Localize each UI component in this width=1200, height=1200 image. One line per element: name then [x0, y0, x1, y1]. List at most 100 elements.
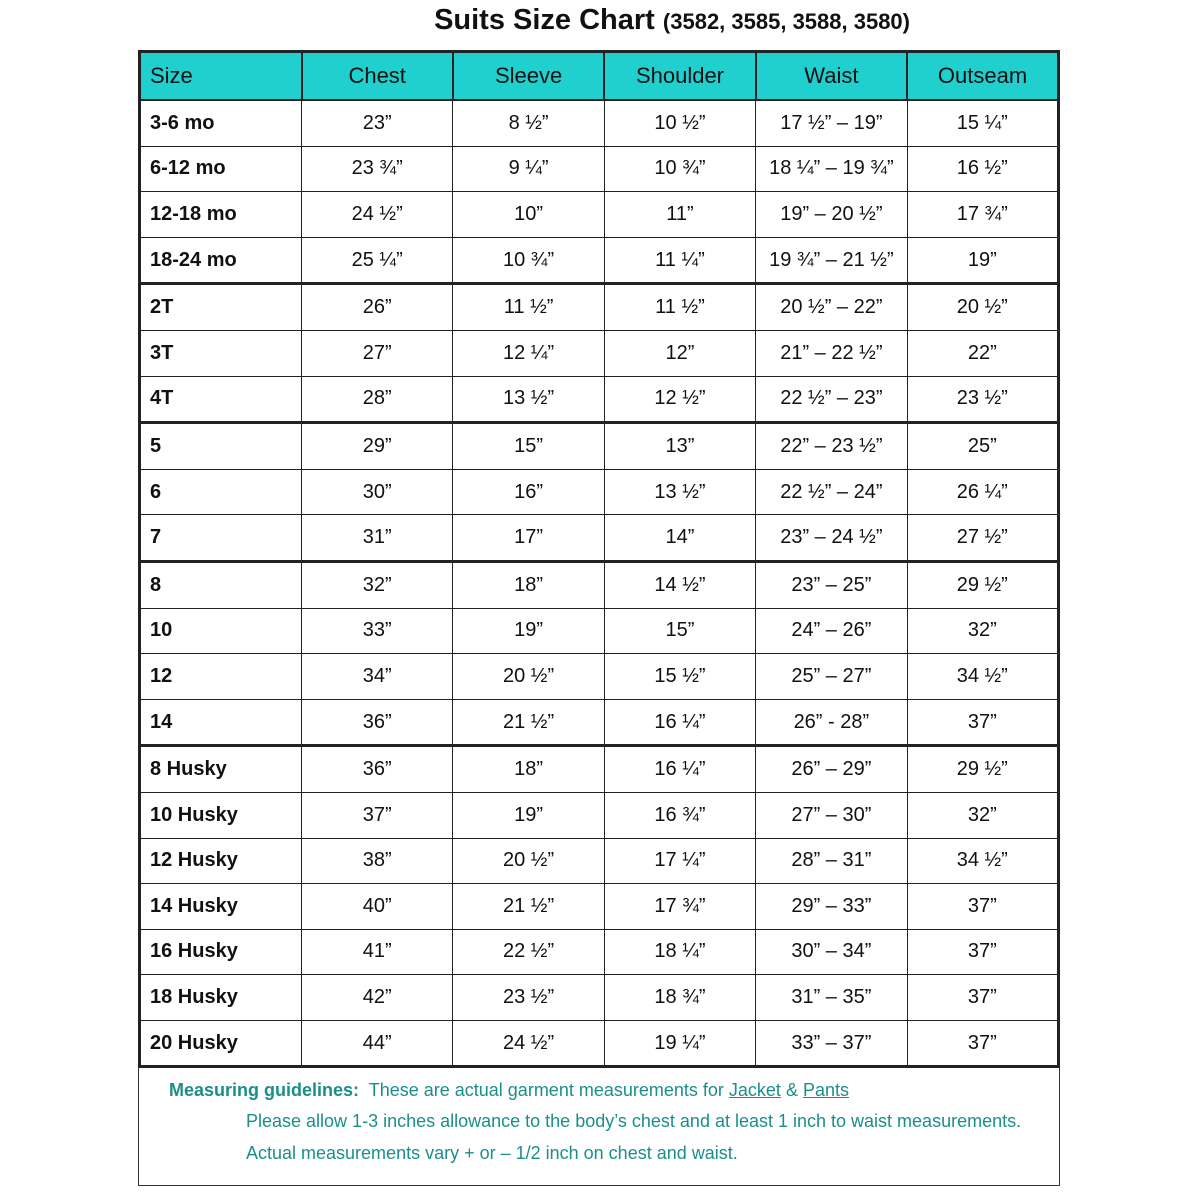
- measurement-cell: 17”: [452, 514, 605, 563]
- title-sub: (3582, 3585, 3588, 3580): [662, 9, 910, 34]
- measurement-cell: 38”: [300, 837, 454, 885]
- measurement-cell: 29 ½”: [906, 745, 1060, 793]
- pants-link[interactable]: Pants: [802, 1080, 850, 1100]
- measurement-cell: 12 ½”: [603, 375, 757, 425]
- measurement-cell: 19” – 20 ½”: [755, 191, 908, 238]
- size-cell: 14: [139, 698, 302, 748]
- measurement-cell: 37”: [906, 883, 1060, 930]
- size-cell: 5: [139, 422, 302, 470]
- measurement-cell: 9 ¼”: [452, 145, 605, 193]
- measurement-cell: 36”: [300, 698, 454, 748]
- size-cell: 10: [139, 607, 302, 655]
- measurement-cell: 17 ¼”: [603, 837, 757, 885]
- measurement-cell: 27 ½”: [906, 514, 1060, 563]
- measurement-cell: 17 ½” – 19”: [755, 99, 908, 147]
- table-row: 10 33” 19” 15” 24” – 26” 32”: [139, 607, 1060, 655]
- table-row: 18 Husky 42” 23 ½” 18 ¾” 31” – 35” 37”: [139, 974, 1060, 1021]
- measurement-cell: 31” – 35”: [755, 974, 908, 1021]
- title-main: Suits Size Chart: [434, 4, 655, 36]
- measurement-cell: 20 ½”: [452, 837, 605, 885]
- measurement-cell: 36”: [300, 745, 454, 793]
- measurement-cell: 10 ¾”: [603, 145, 757, 193]
- jacket-link[interactable]: Jacket: [728, 1080, 781, 1100]
- measurement-cell: 25 ¼”: [300, 236, 454, 286]
- measurement-cell: 31”: [300, 514, 454, 563]
- column-header: Shoulder: [603, 50, 757, 101]
- column-header: Chest: [300, 50, 454, 101]
- table-row: 14 36” 21 ½” 16 ¼” 26” - 28” 37”: [139, 698, 1060, 748]
- table-row: 20 Husky 44” 24 ½” 19 ¼” 33” – 37” 37”: [139, 1019, 1060, 1068]
- measurement-cell: 20 ½”: [452, 653, 605, 700]
- measurement-cell: 14”: [603, 514, 757, 563]
- measurement-cell: 10 ¾”: [452, 236, 605, 286]
- measurement-cell: 16”: [452, 468, 605, 516]
- measurement-cell: 14 ½”: [603, 560, 757, 609]
- size-cell: 12 Husky: [139, 837, 302, 885]
- column-header: Size: [138, 50, 303, 101]
- measurement-cell: 20 ½”: [906, 283, 1060, 331]
- measurement-cell: 29 ½”: [906, 560, 1060, 609]
- measurement-cell: 17 ¾”: [603, 883, 757, 930]
- measurement-cell: 23 ½”: [906, 375, 1060, 425]
- measurement-cell: 23 ¾”: [300, 145, 454, 193]
- size-cell: 18-24 mo: [139, 236, 302, 286]
- measurement-cell: 26” – 29”: [755, 745, 908, 793]
- size-cell: 12: [139, 653, 302, 700]
- measurement-cell: 32”: [300, 560, 454, 609]
- measurement-cell: 17 ¾”: [906, 191, 1060, 238]
- measurement-cell: 34 ½”: [906, 653, 1060, 700]
- measurement-cell: 33” – 37”: [755, 1019, 908, 1068]
- page-title: Suits Size Chart (3582, 3585, 3588, 3580…: [0, 4, 910, 37]
- guidelines-line1: These are actual garment measurements fo…: [368, 1080, 724, 1100]
- measurement-cell: 15”: [452, 422, 605, 470]
- measurement-cell: 30” – 34”: [755, 928, 908, 976]
- measurement-cell: 33”: [300, 607, 454, 655]
- size-cell: 8 Husky: [139, 745, 302, 793]
- measurement-cell: 34”: [300, 653, 454, 700]
- size-cell: 8: [139, 560, 302, 609]
- measurement-cell: 16 ½”: [906, 145, 1060, 193]
- ampersand: &: [785, 1080, 798, 1100]
- size-cell: 6: [139, 468, 302, 516]
- measurement-cell: 29” – 33”: [755, 883, 908, 930]
- table-row: 8 Husky 36” 18” 16 ¼” 26” – 29” 29 ½”: [139, 745, 1060, 793]
- measurement-cell: 8 ½”: [452, 99, 605, 147]
- measurement-cell: 25” – 27”: [755, 653, 908, 700]
- measurement-cell: 23” – 24 ½”: [755, 514, 908, 563]
- size-cell: 2T: [139, 283, 302, 331]
- measurement-cell: 19”: [906, 236, 1060, 286]
- size-cell: 20 Husky: [139, 1019, 302, 1068]
- measurement-cell: 15 ¼”: [906, 99, 1060, 147]
- measurement-cell: 15”: [603, 607, 757, 655]
- table-row: 6-12 mo 23 ¾” 9 ¼” 10 ¾” 18 ¼” – 19 ¾” 16 ½”: [139, 145, 1060, 193]
- measurement-cell: 20 ½” – 22”: [755, 283, 908, 331]
- measurement-cell: 21” – 22 ½”: [755, 329, 908, 377]
- column-header: Sleeve: [451, 50, 606, 101]
- table-row: 4T 28” 13 ½” 12 ½” 22 ½” – 23” 23 ½”: [139, 375, 1060, 425]
- measurement-cell: 13 ½”: [452, 375, 605, 425]
- measurement-cell: 21 ½”: [452, 698, 605, 748]
- measurement-cell: 21 ½”: [452, 883, 605, 930]
- guidelines-line3: Actual measurements vary + or – 1/2 inch…: [246, 1143, 738, 1163]
- table-row: 3-6 mo 23” 8 ½” 10 ½” 17 ½” – 19” 15 ¼”: [139, 99, 1060, 147]
- table-row: 14 Husky 40” 21 ½” 17 ¾” 29” – 33” 37”: [139, 883, 1060, 930]
- measurement-cell: 29”: [300, 422, 454, 470]
- table-row: 3T 27” 12 ¼” 12” 21” – 22 ½” 22”: [139, 329, 1060, 377]
- size-cell: 3T: [139, 329, 302, 377]
- measurement-cell: 22” – 23 ½”: [755, 422, 908, 470]
- measurement-cell: 30”: [300, 468, 454, 516]
- measurement-cell: 27”: [300, 329, 454, 377]
- measurement-cell: 24 ½”: [452, 1019, 605, 1068]
- measurement-cell: 22 ½” – 23”: [755, 375, 908, 425]
- measurement-cell: 22 ½” – 24”: [755, 468, 908, 516]
- measurement-cell: 26 ¼”: [906, 468, 1060, 516]
- measurement-cell: 37”: [906, 974, 1060, 1021]
- size-cell: 12-18 mo: [139, 191, 302, 238]
- measurement-cell: 24 ½”: [300, 191, 454, 238]
- measurement-cell: 19”: [452, 607, 605, 655]
- measurement-cell: 41”: [300, 928, 454, 976]
- measurement-cell: 16 ¼”: [603, 698, 757, 748]
- measurement-cell: 13 ½”: [603, 468, 757, 516]
- measurement-cell: 22 ½”: [452, 928, 605, 976]
- measurement-cell: 23 ½”: [452, 974, 605, 1021]
